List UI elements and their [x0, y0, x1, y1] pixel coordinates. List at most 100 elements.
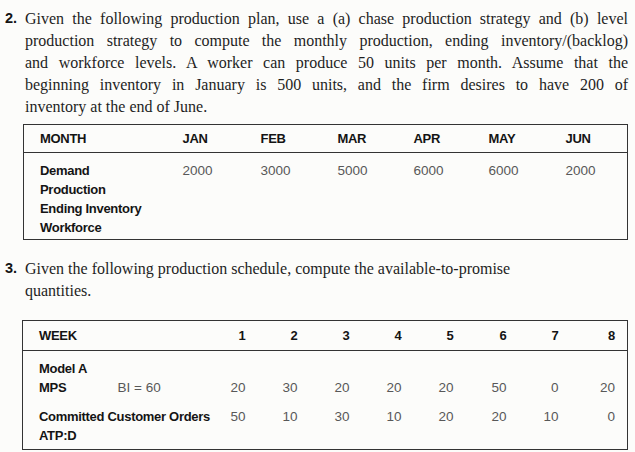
problem-3: 3. Given the following production schedu… [5, 258, 635, 302]
cell-empty [261, 216, 338, 240]
cell-empty [261, 178, 338, 197]
cell-value: 2000 [566, 153, 628, 179]
cell-value: 20 [454, 395, 507, 424]
cell-value: 20 [559, 376, 628, 395]
row-label: Model A [23, 351, 193, 377]
cell-empty [414, 216, 489, 240]
cell-empty [183, 178, 261, 197]
problem-2-line: production strategy to compute the month… [25, 30, 628, 52]
row-label: MPS [23, 376, 118, 395]
column-header-mar: MAR [338, 125, 414, 153]
problem-3-line: Given the following production schedule,… [25, 258, 628, 280]
column-header-month: MONTH [24, 125, 183, 153]
cell-value: 10 [507, 395, 559, 424]
cell-value: 50 [454, 376, 507, 395]
cell-empty [193, 351, 246, 377]
cell-empty [183, 197, 261, 216]
cell-empty [566, 178, 628, 197]
table-row-atp-d: ATP:D [23, 424, 628, 450]
cell-empty [246, 351, 298, 377]
cell-empty [507, 424, 559, 450]
cell-empty [338, 216, 414, 240]
cell-empty [183, 216, 261, 240]
row-label: Production [24, 178, 183, 197]
column-header-week-7: 7 [507, 321, 559, 351]
production-schedule-table: WEEK 1 2 3 4 5 6 7 8 Model A [22, 320, 628, 450]
column-header-week: WEEK [23, 321, 193, 351]
cell-value: 6000 [489, 153, 566, 179]
cell-value: 20 [402, 376, 454, 395]
cell-empty [566, 197, 628, 216]
cell-empty [454, 351, 507, 377]
cell-value: 5000 [338, 153, 414, 179]
problem-2-line: and workforce levels. A worker can produ… [25, 52, 628, 74]
cell-empty [350, 351, 402, 377]
cell-empty [338, 197, 414, 216]
problem-3-number: 3. [5, 260, 17, 276]
column-header-jan: JAN [183, 125, 261, 153]
cell-value: 10 [350, 395, 402, 424]
column-header-week-8: 8 [559, 321, 628, 351]
cell-empty [338, 178, 414, 197]
table-row-model-a: Model A [23, 351, 628, 377]
cell-empty [454, 424, 507, 450]
cell-value: 20 [298, 376, 350, 395]
problem-2-text: Given the following production plan, use… [25, 8, 628, 118]
cell-empty [559, 351, 628, 377]
row-label: Committed Customer Orders [23, 395, 193, 424]
cell-empty [489, 178, 566, 197]
problem-2-line: beginning inventory in January is 500 un… [25, 74, 628, 96]
cell-empty [559, 424, 628, 450]
column-header-week-1: 1 [193, 321, 246, 351]
table-header-row: WEEK 1 2 3 4 5 6 7 8 [23, 321, 628, 351]
problem-2-number: 2. [5, 10, 17, 26]
cell-value: 6000 [414, 153, 489, 179]
cell-empty [507, 351, 559, 377]
cell-value: 30 [298, 395, 350, 424]
cell-value: 0 [559, 395, 628, 424]
cell-value: 10 [246, 395, 298, 424]
column-header-week-4: 4 [350, 321, 402, 351]
row-label: Ending Inventory [24, 197, 183, 216]
table-row-ending-inventory: Ending Inventory [24, 197, 628, 216]
cell-empty [298, 424, 350, 450]
problem-3-line: quantities. [25, 280, 628, 302]
column-header-week-3: 3 [298, 321, 350, 351]
column-header-apr: APR [414, 125, 489, 153]
production-plan-table: MONTH JAN FEB MAR APR MAY JUN Demand 200… [23, 124, 628, 240]
table-row-demand: Demand 2000 3000 5000 6000 6000 2000 [24, 153, 628, 179]
cell-empty [402, 424, 454, 450]
column-header-week-5: 5 [402, 321, 454, 351]
table-row-mps: MPS BI = 60 20 30 20 20 20 50 0 20 [23, 376, 628, 395]
row-label: Workforce [24, 216, 183, 240]
column-header-feb: FEB [261, 125, 338, 153]
cell-empty [261, 197, 338, 216]
row-label: ATP:D [23, 424, 193, 450]
beginning-inventory-note: BI = 60 [118, 376, 193, 395]
cell-empty [350, 424, 402, 450]
row-label: Demand [24, 153, 183, 179]
cell-value: 2000 [183, 153, 261, 179]
cell-empty [402, 351, 454, 377]
column-header-may: MAY [489, 125, 566, 153]
cell-value: 20 [193, 376, 246, 395]
cell-empty [414, 178, 489, 197]
cell-value: 3000 [261, 153, 338, 179]
table-row-workforce: Workforce [24, 216, 628, 240]
problem-2: 2. Given the following production plan, … [5, 8, 635, 118]
cell-empty [414, 197, 489, 216]
table-row-committed-orders: Committed Customer Orders 50 10 30 10 20… [23, 395, 628, 424]
table-header-row: MONTH JAN FEB MAR APR MAY JUN [24, 125, 628, 153]
cell-value: 20 [350, 376, 402, 395]
table-row-production: Production [24, 178, 628, 197]
problem-3-text: Given the following production schedule,… [25, 258, 628, 302]
column-header-jun: JUN [566, 125, 628, 153]
cell-empty [489, 216, 566, 240]
problem-2-line: Given the following production plan, use… [25, 8, 628, 30]
cell-value: 20 [402, 395, 454, 424]
cell-value: 0 [507, 376, 559, 395]
cell-empty [489, 197, 566, 216]
textbook-page: 2. Given the following production plan, … [0, 0, 635, 452]
problem-2-line: inventory at the end of June. [25, 96, 628, 118]
cell-empty [193, 424, 246, 450]
